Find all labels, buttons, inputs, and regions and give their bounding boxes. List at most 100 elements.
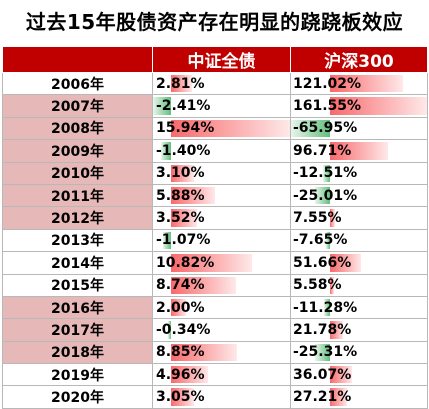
table-row: 2018年 8.85% -25.31% bbox=[2, 340, 428, 365]
bond-return-cell: -2.41% bbox=[152, 94, 291, 118]
stock-return-cell-label: 96.71% bbox=[293, 142, 352, 159]
stock-return-cell-bar bbox=[291, 119, 331, 138]
table-row: 2009年 -1.40% 96.71% bbox=[2, 139, 428, 163]
table-row: 2015年 8.74% 5.58% bbox=[2, 273, 428, 297]
table-row: 2007年 -2.41% 161.55% bbox=[2, 94, 428, 118]
header-bond: 中证全债 bbox=[152, 46, 291, 73]
bond-return-cell-bar bbox=[170, 164, 195, 182]
stock-return-cell: 96.71% bbox=[290, 139, 428, 163]
bond-return-cell-bar bbox=[170, 209, 198, 227]
bond-return-cell-bar bbox=[170, 366, 208, 384]
year-cell: 2013年 bbox=[2, 228, 153, 253]
bond-return-cell-label: -2.41% bbox=[156, 98, 211, 115]
stock-return-cell: 121.02% bbox=[290, 71, 428, 96]
year-cell: 2008年 bbox=[2, 116, 153, 141]
bond-return-cell-bar bbox=[163, 231, 171, 250]
bond-return-cell: 2.81% bbox=[152, 71, 291, 96]
bond-return-cell-label: 10.82% bbox=[156, 254, 215, 271]
table-row: 2006年 2.81% 121.02% bbox=[2, 71, 428, 96]
bond-return-cell: 3.52% bbox=[152, 206, 291, 230]
bond-return-cell: -0.34% bbox=[152, 318, 291, 342]
stock-return-cell-bar bbox=[330, 254, 362, 272]
bond-return-cell: 8.85% bbox=[152, 340, 291, 365]
table-row: 2010年 3.10% -12.51% bbox=[2, 161, 428, 185]
stock-return-cell-bar bbox=[322, 164, 331, 182]
table-row: 2008年 15.94% -65.95% bbox=[2, 116, 428, 141]
bond-return-cell-label: 4.96% bbox=[156, 366, 205, 383]
bond-return-cell-bar bbox=[168, 321, 171, 339]
stock-return-cell-bar bbox=[330, 366, 352, 384]
year-cell: 2019年 bbox=[2, 363, 153, 387]
bond-return-cell-bar bbox=[170, 254, 252, 272]
year-cell: 2015年 bbox=[2, 273, 153, 297]
bond-return-cell-label: 3.52% bbox=[156, 210, 205, 227]
data-table: 中证全债 沪深300 2006年 2.81% 121.02% 2007年 -2.41% 1… bbox=[2, 46, 428, 409]
table-body: 2006年 2.81% 121.02% 2007年 -2.41% 161.55% 2008年… bbox=[2, 71, 428, 409]
stock-return-cell-label: 51.66% bbox=[293, 254, 352, 271]
stock-return-cell-bar bbox=[325, 231, 331, 250]
stock-return-cell-bar bbox=[330, 209, 335, 227]
stock-return-cell: 27.21% bbox=[290, 385, 428, 409]
bond-return-cell: 2.00% bbox=[152, 295, 291, 320]
stock-return-cell: -11.28% bbox=[290, 295, 428, 320]
bond-return-cell: 4.96% bbox=[152, 363, 291, 387]
stock-return-cell-label: -12.51% bbox=[293, 165, 358, 182]
bond-return-cell-bar bbox=[170, 298, 186, 317]
year-cell: 2007年 bbox=[2, 94, 153, 118]
chart-title: 过去15年股债资产存在明显的跷跷板效应 bbox=[25, 10, 404, 34]
table-row: 2013年 -1.07% -7.65% bbox=[2, 228, 428, 253]
bond-return-cell-bar bbox=[170, 276, 237, 294]
year-cell: 2009年 bbox=[2, 139, 153, 163]
stock-return-cell-bar bbox=[323, 298, 331, 317]
bond-return-cell-label: 2.81% bbox=[156, 75, 205, 92]
stock-return-cell: -25.31% bbox=[290, 340, 428, 365]
bond-return-cell-bar bbox=[170, 186, 215, 205]
stock-return-cell-bar bbox=[330, 75, 403, 93]
bond-return-cell-label: 3.05% bbox=[156, 389, 205, 406]
year-cell: 2017年 bbox=[2, 318, 153, 342]
bond-return-cell-bar bbox=[170, 119, 290, 138]
stock-return-cell: 51.66% bbox=[290, 251, 428, 275]
stock-return-cell-label: 7.55% bbox=[293, 210, 342, 227]
bond-return-cell-label: 8.85% bbox=[156, 344, 205, 361]
year-cell: 2018年 bbox=[2, 340, 153, 365]
bond-return-cell: -1.07% bbox=[152, 228, 291, 253]
stock-return-cell-label: 161.55% bbox=[293, 98, 362, 115]
stock-return-cell: 21.78% bbox=[290, 318, 428, 342]
bond-return-cell: 15.94% bbox=[152, 116, 291, 141]
bond-return-cell: -1.40% bbox=[152, 139, 291, 163]
year-cell: 2020年 bbox=[2, 385, 153, 409]
year-cell: 2014年 bbox=[2, 251, 153, 275]
year-cell: 2011年 bbox=[2, 183, 153, 208]
stock-return-cell-label: -7.65% bbox=[293, 232, 348, 249]
table-row: 2017年 -0.34% 21.78% bbox=[2, 318, 428, 342]
stock-return-cell: -65.95% bbox=[290, 116, 428, 141]
stock-return-cell: 36.07% bbox=[290, 363, 428, 387]
header-row: 中证全债 沪深300 bbox=[2, 46, 428, 73]
bond-return-cell-bar bbox=[170, 343, 238, 362]
bond-return-cell-label: 5.88% bbox=[156, 187, 205, 204]
stock-return-cell: -7.65% bbox=[290, 228, 428, 253]
stock-return-cell-label: 36.07% bbox=[293, 366, 352, 383]
table-row: 2016年 2.00% -11.28% bbox=[2, 295, 428, 320]
stock-return-cell-bar bbox=[330, 276, 334, 294]
stock-return-cell-label: -11.28% bbox=[293, 299, 358, 316]
year-cell: 2010年 bbox=[2, 161, 153, 185]
stock-return-cell-label: 27.21% bbox=[293, 389, 352, 406]
bond-return-cell: 10.82% bbox=[152, 251, 291, 275]
stock-return-cell-bar bbox=[315, 186, 331, 205]
table-row: 2014年 10.82% 51.66% bbox=[2, 251, 428, 275]
year-cell: 2016年 bbox=[2, 295, 153, 320]
bond-return-cell-label: -0.34% bbox=[156, 321, 211, 338]
stock-return-cell-bar bbox=[330, 388, 347, 406]
bond-return-cell-label: 3.10% bbox=[156, 165, 205, 182]
stock-return-cell-bar bbox=[330, 97, 427, 115]
stock-return-cell-bar bbox=[330, 321, 344, 339]
bond-return-cell-label: 15.94% bbox=[156, 120, 215, 137]
bond-return-cell-bar bbox=[170, 75, 192, 93]
stock-return-cell-label: 5.58% bbox=[293, 277, 342, 294]
stock-return-cell-bar bbox=[330, 142, 389, 160]
bond-return-cell-label: 2.00% bbox=[156, 299, 205, 316]
bond-return-cell-bar bbox=[153, 97, 171, 115]
bond-return-cell: 8.74% bbox=[152, 273, 291, 297]
